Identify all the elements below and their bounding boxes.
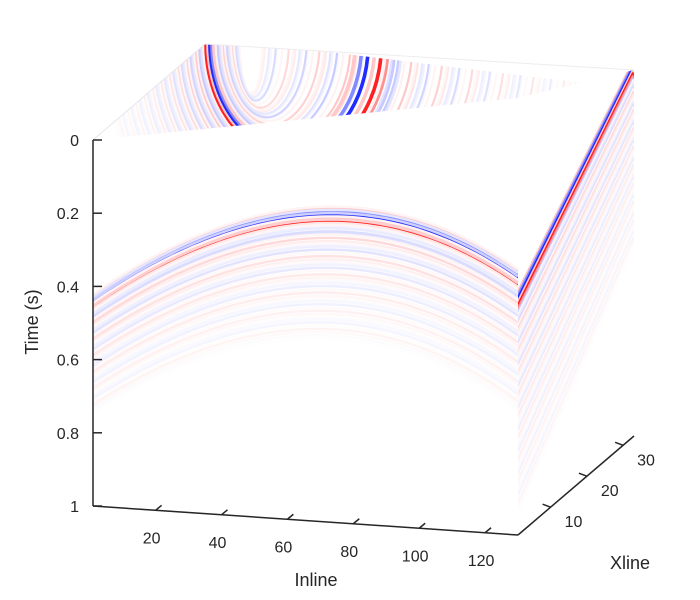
z-tick-label: 0 xyxy=(70,133,79,150)
side-event-0 xyxy=(518,70,634,515)
axes: 0 0.2 0.4 0.6 0.8 1 Time (s) 20 40 60 80 100 120 Inli… xyxy=(22,133,655,590)
x-tick-label: 60 xyxy=(274,539,292,556)
cube-front-face xyxy=(93,98,518,535)
seismic-cube xyxy=(92,43,635,535)
x-tick xyxy=(155,504,163,511)
cube-edge-top-left xyxy=(92,43,206,141)
z-tick-label: 1 xyxy=(70,499,79,516)
z-tick-label: 0.2 xyxy=(57,206,79,223)
x-tick-label: 20 xyxy=(143,530,161,547)
x-tick xyxy=(352,518,360,525)
y-axis-label: Xline xyxy=(610,553,650,573)
x-tick-label: 100 xyxy=(402,548,429,565)
y-axis-line xyxy=(517,435,635,536)
y-tick xyxy=(542,503,551,508)
x-tick xyxy=(221,509,228,516)
y-tick-label: 10 xyxy=(565,514,583,531)
x-tick xyxy=(418,522,426,529)
x-axis-label: Inline xyxy=(294,570,337,590)
x-tick xyxy=(484,527,492,534)
y-tick xyxy=(578,472,588,477)
y-tick-label: 30 xyxy=(637,452,655,469)
front-event-1 xyxy=(93,205,518,415)
z-tick-label: 0.4 xyxy=(57,279,79,296)
z-axis-label: Time (s) xyxy=(22,289,42,354)
x-tick-label: 120 xyxy=(468,553,495,570)
x-tick-label: 80 xyxy=(340,544,358,561)
x-tick-label: 40 xyxy=(209,535,227,552)
x-tick xyxy=(286,513,294,520)
y-tick xyxy=(614,441,624,446)
y-tick-label: 20 xyxy=(601,483,619,500)
cube-edges xyxy=(92,43,635,141)
z-tick-label: 0.8 xyxy=(57,426,79,443)
x-axis-line xyxy=(92,505,519,536)
cube-side-face xyxy=(518,70,634,535)
z-tick-label: 0.6 xyxy=(57,353,79,370)
cube-edge-top-back xyxy=(204,43,635,71)
